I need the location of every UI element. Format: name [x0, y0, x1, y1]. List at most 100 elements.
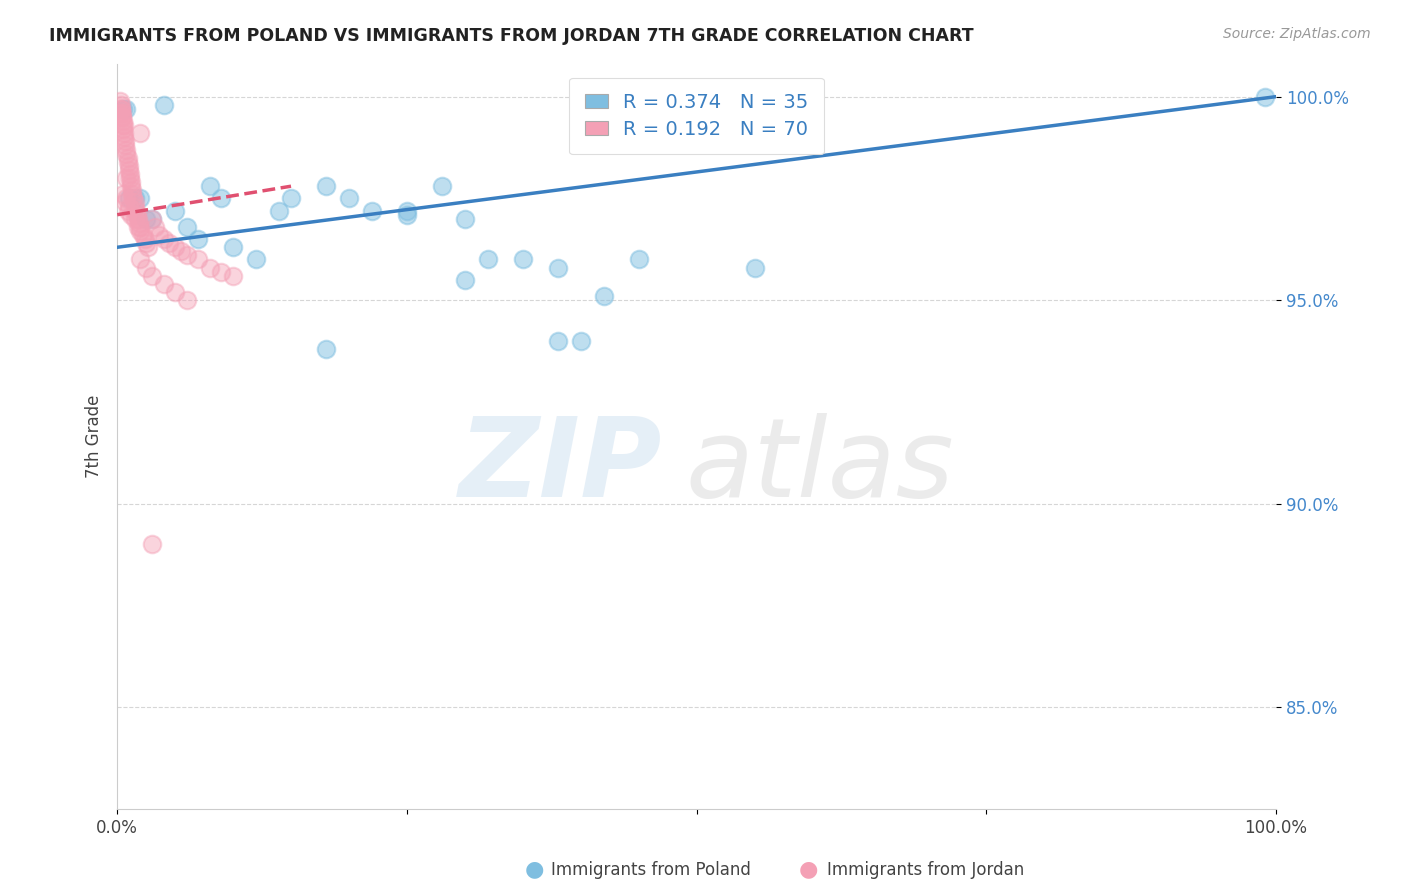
- Point: [152, 232, 174, 246]
- Point: [112, 118, 135, 132]
- Point: [108, 94, 131, 108]
- Point: [121, 183, 143, 197]
- Point: [125, 208, 148, 222]
- Point: [111, 110, 134, 124]
- Point: [176, 248, 198, 262]
- Point: [198, 260, 221, 275]
- Point: [111, 110, 134, 124]
- Point: [120, 179, 142, 194]
- Point: [118, 162, 141, 177]
- Point: [454, 211, 477, 226]
- Point: [395, 203, 418, 218]
- Point: [593, 289, 616, 303]
- Point: [141, 211, 163, 226]
- Point: [145, 219, 167, 234]
- Point: [129, 224, 152, 238]
- Point: [135, 211, 157, 226]
- Point: [112, 126, 135, 140]
- Point: [148, 228, 170, 243]
- Point: [129, 252, 152, 267]
- Point: [138, 240, 160, 254]
- Point: [627, 252, 650, 267]
- Point: [118, 191, 141, 205]
- Text: Immigrants from Jordan: Immigrants from Jordan: [827, 861, 1024, 879]
- Point: [135, 260, 157, 275]
- Point: [135, 236, 157, 251]
- Point: [124, 200, 146, 214]
- Point: [110, 102, 132, 116]
- Point: [111, 118, 134, 132]
- Legend: R = 0.374   N = 35, R = 0.192   N = 70: R = 0.374 N = 35, R = 0.192 N = 70: [569, 78, 824, 154]
- Point: [141, 211, 163, 226]
- Point: [157, 236, 180, 251]
- Text: ZIP: ZIP: [458, 413, 662, 520]
- Point: [127, 211, 149, 226]
- Point: [120, 175, 142, 189]
- Text: ●: ●: [799, 860, 818, 880]
- Point: [165, 285, 187, 299]
- Point: [170, 244, 193, 259]
- Point: [115, 102, 138, 116]
- Text: IMMIGRANTS FROM POLAND VS IMMIGRANTS FROM JORDAN 7TH GRADE CORRELATION CHART: IMMIGRANTS FROM POLAND VS IMMIGRANTS FRO…: [49, 27, 974, 45]
- Point: [176, 219, 198, 234]
- Point: [165, 240, 187, 254]
- Point: [165, 203, 187, 218]
- Point: [110, 97, 132, 112]
- Point: [110, 102, 132, 116]
- Point: [744, 260, 766, 275]
- Point: [315, 179, 337, 194]
- Point: [430, 179, 453, 194]
- Point: [124, 191, 146, 205]
- Point: [118, 171, 141, 186]
- Point: [111, 102, 134, 116]
- Point: [454, 273, 477, 287]
- Point: [211, 191, 233, 205]
- Point: [120, 208, 142, 222]
- Point: [245, 252, 267, 267]
- Point: [547, 334, 569, 348]
- Point: [122, 191, 145, 205]
- Point: [222, 240, 245, 254]
- Point: [125, 203, 148, 218]
- Text: Immigrants from Poland: Immigrants from Poland: [551, 861, 751, 879]
- Point: [115, 146, 138, 161]
- Point: [124, 195, 146, 210]
- Point: [112, 130, 135, 145]
- Point: [118, 167, 141, 181]
- Point: [131, 228, 153, 243]
- Point: [115, 143, 138, 157]
- Point: [129, 219, 152, 234]
- Point: [118, 200, 141, 214]
- Point: [569, 334, 592, 348]
- Point: [118, 159, 141, 173]
- Point: [269, 203, 291, 218]
- Point: [477, 252, 499, 267]
- Point: [187, 232, 209, 246]
- Point: [187, 252, 209, 267]
- Point: [152, 97, 174, 112]
- Point: [121, 187, 143, 202]
- Point: [141, 537, 163, 551]
- Point: [211, 265, 233, 279]
- Point: [129, 126, 152, 140]
- Point: [114, 138, 136, 153]
- Text: Source: ZipAtlas.com: Source: ZipAtlas.com: [1223, 27, 1371, 41]
- Point: [117, 151, 139, 165]
- Point: [134, 232, 156, 246]
- Point: [547, 260, 569, 275]
- Point: [117, 154, 139, 169]
- Point: [1253, 89, 1275, 103]
- Text: atlas: atlas: [685, 413, 953, 520]
- Point: [108, 106, 131, 120]
- Point: [115, 171, 138, 186]
- Point: [124, 211, 146, 226]
- Point: [315, 342, 337, 356]
- Point: [111, 114, 134, 128]
- Point: [127, 219, 149, 234]
- Point: [111, 122, 134, 136]
- Point: [115, 191, 138, 205]
- Point: [152, 277, 174, 291]
- Point: [114, 195, 136, 210]
- Point: [141, 268, 163, 283]
- Point: [280, 191, 302, 205]
